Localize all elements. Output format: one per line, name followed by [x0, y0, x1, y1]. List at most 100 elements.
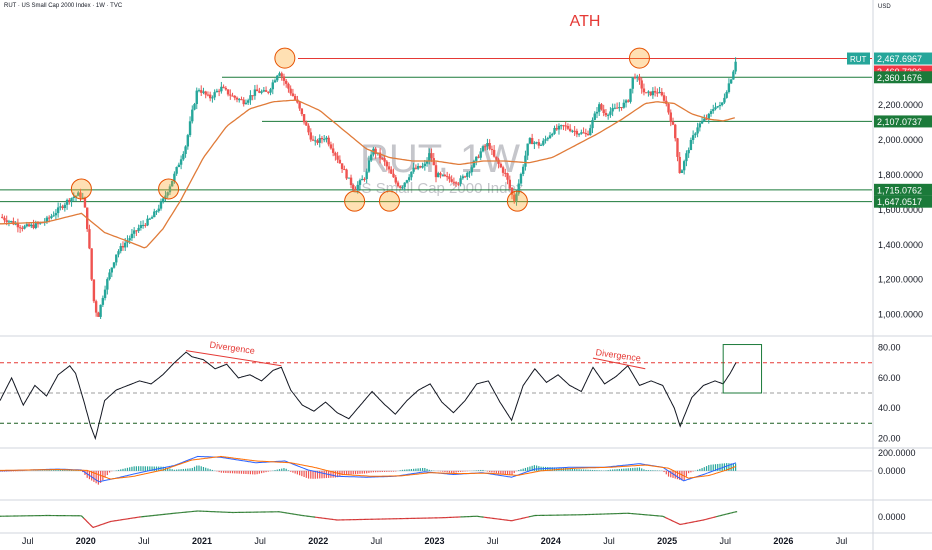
candle-body — [660, 91, 664, 96]
candle-body — [678, 156, 681, 173]
oscillator-line-segment — [85, 520, 88, 523]
candle-body — [551, 133, 554, 136]
candle-body — [112, 262, 116, 268]
price-tick-label: 1,400.0000 — [878, 240, 923, 250]
candle-body — [385, 161, 389, 167]
candle-body — [224, 87, 228, 90]
level-badge — [874, 183, 932, 196]
oscillator-line-segment — [663, 516, 666, 518]
candle-body — [383, 158, 386, 162]
candle-body — [723, 97, 726, 103]
candle-body — [18, 227, 22, 229]
candle-body — [568, 128, 572, 132]
candle-body — [378, 152, 382, 159]
candle-body — [669, 112, 672, 122]
pivot-circle — [274, 47, 296, 69]
candle-body — [253, 89, 257, 96]
candle-body — [586, 133, 590, 136]
candle-body — [188, 121, 192, 136]
candle-body — [291, 93, 295, 97]
candle-body — [709, 111, 713, 114]
candle-body — [101, 298, 105, 305]
candle-body — [318, 137, 321, 143]
time-tick-label: 2021 — [192, 536, 212, 546]
candle-body — [680, 170, 684, 173]
candle-body — [121, 246, 125, 248]
candle-body — [530, 138, 534, 145]
candle-body — [367, 160, 371, 172]
candle-body — [264, 90, 268, 92]
candle-body — [454, 182, 458, 184]
candle-body — [92, 279, 96, 302]
candle-body — [618, 107, 621, 109]
candle-body — [479, 151, 482, 158]
candle-body — [309, 132, 312, 140]
candle-body — [193, 104, 196, 110]
candle-body — [430, 153, 433, 159]
candle-body — [267, 91, 270, 93]
oscillator-line-segment — [83, 517, 86, 520]
candle-body — [627, 100, 630, 102]
candle-body — [705, 118, 708, 120]
candle-body — [571, 130, 574, 132]
candle-body — [273, 80, 277, 83]
candle-body — [544, 139, 547, 141]
candle-body — [461, 176, 465, 179]
candle-body — [428, 153, 431, 161]
candle-body — [108, 272, 111, 280]
rsi-tick-label: 80.00 — [878, 343, 901, 353]
pivot-circle — [506, 190, 528, 212]
candle-body — [560, 125, 563, 127]
candle-body — [546, 138, 549, 140]
candle-body — [186, 135, 190, 147]
candle-body — [157, 208, 160, 212]
candle-body — [179, 159, 183, 165]
candle-body — [56, 207, 60, 214]
oscillator-line-segment — [672, 520, 675, 523]
candle-body — [732, 71, 735, 80]
candle-body — [369, 154, 373, 161]
candle-body — [79, 192, 82, 198]
candle-body — [162, 198, 165, 202]
candle-body — [450, 179, 453, 182]
candle-body — [246, 100, 250, 103]
candle-body — [475, 156, 478, 161]
candle-body — [682, 161, 686, 171]
candle-body — [591, 119, 594, 129]
candle-body — [132, 230, 136, 234]
candle-body — [50, 216, 53, 218]
candle-body — [497, 159, 500, 164]
candle-body — [517, 183, 520, 194]
oscillator-line-segment — [665, 517, 668, 519]
oscillator-line-segment — [86, 521, 89, 524]
price-tick-label: 2,000.0000 — [878, 135, 923, 145]
watermark-name: US Small Cap 2000 Index — [351, 180, 524, 197]
candle-body — [233, 95, 236, 98]
candle-body — [604, 112, 608, 116]
candle-body — [242, 99, 245, 105]
symbol-badge-label: RUT — [850, 55, 867, 64]
candle-body — [528, 138, 532, 144]
level-badge-label: 1,715.0762 — [877, 185, 922, 195]
candle-body — [513, 194, 516, 201]
divergence-line — [592, 357, 646, 370]
candle-body — [566, 126, 570, 129]
candle-body — [25, 224, 29, 227]
candle-body — [128, 238, 131, 241]
candle-body — [640, 80, 643, 89]
candle-body — [3, 217, 6, 221]
time-tick-label: Jul — [254, 536, 266, 546]
candle-body — [54, 213, 58, 216]
symbol-badge — [847, 52, 870, 65]
candle-body — [580, 132, 583, 134]
candle-body — [323, 139, 326, 141]
candle-body — [595, 111, 599, 114]
candle-body — [72, 196, 75, 199]
candle-body — [30, 224, 33, 227]
candle-body — [445, 176, 449, 178]
candle-body — [211, 97, 214, 99]
candle-body — [696, 127, 699, 134]
candle-body — [656, 92, 659, 94]
level-badge-label: 2,107.0737 — [877, 117, 922, 127]
